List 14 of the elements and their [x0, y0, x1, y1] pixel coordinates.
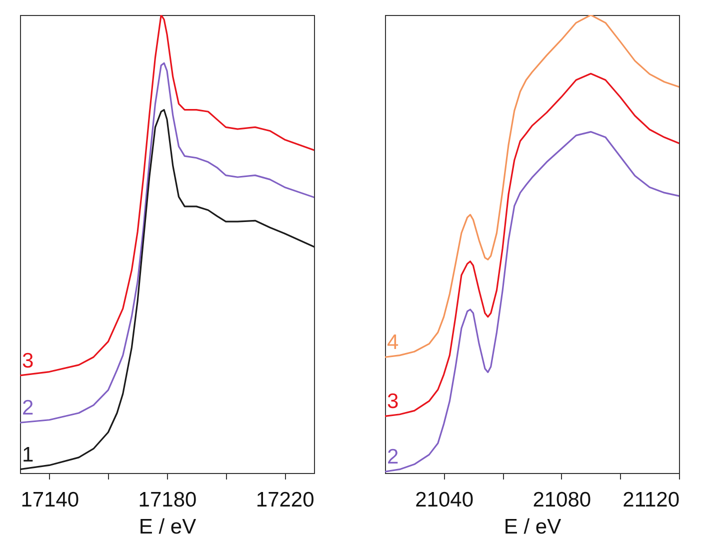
x-axis-title: E / eV [138, 516, 196, 538]
x-tick-label: 17180 [138, 488, 197, 512]
series-label: 4 [387, 331, 399, 354]
x-tick-label: 17140 [20, 488, 80, 512]
series-label: 2 [22, 396, 34, 420]
x-tick-label: 21040 [415, 488, 474, 512]
x-tick-label: 21120 [622, 488, 680, 512]
series-label: 3 [22, 349, 34, 372]
series-label: 1 [22, 443, 34, 466]
x-tick-label: 21080 [532, 488, 592, 512]
series-label: 2 [387, 446, 399, 469]
x-tick-label: 17220 [256, 488, 314, 512]
series-label: 3 [387, 390, 399, 414]
x-axis-title: E / eV [504, 516, 562, 538]
